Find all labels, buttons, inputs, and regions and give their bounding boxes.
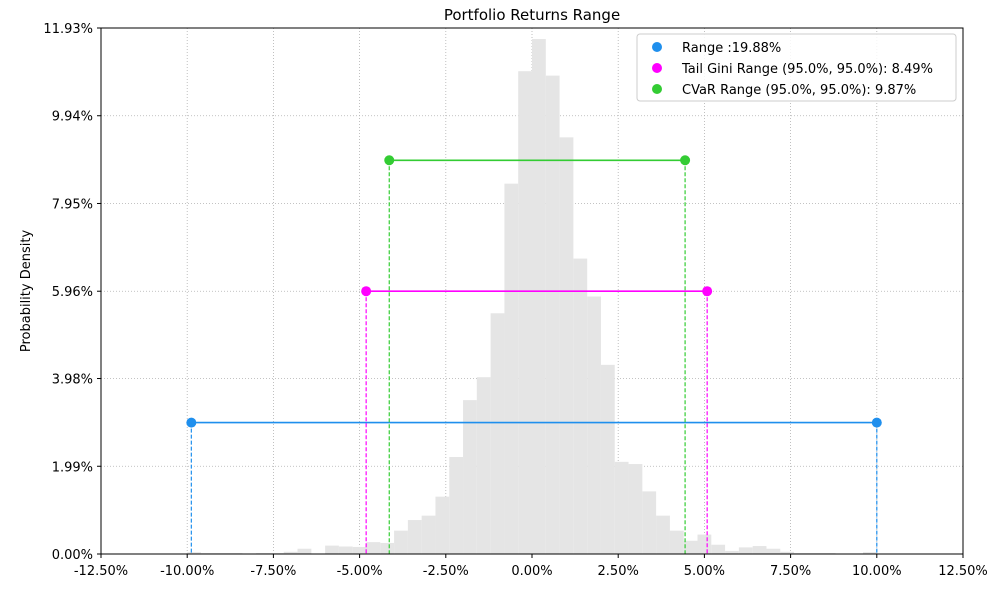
- range-right-marker: [680, 155, 691, 166]
- histogram-bar: [642, 491, 657, 554]
- histogram-bar: [573, 258, 588, 554]
- legend-marker: [652, 63, 662, 73]
- histogram-bar: [490, 313, 505, 554]
- chart-title: Portfolio Returns Range: [444, 6, 620, 24]
- legend: Range :19.88% Tail Gini Range (95.0%, 95.…: [636, 33, 957, 102]
- x-tick-label: 5.00%: [684, 564, 725, 579]
- histogram-bar: [449, 457, 464, 554]
- histogram-bar: [435, 496, 450, 554]
- histogram-bar: [532, 39, 546, 554]
- y-tick-label: 5.96%: [52, 285, 93, 300]
- range-left-marker: [384, 155, 395, 166]
- histogram-bar: [297, 548, 312, 554]
- y-axis-label: Probability Density: [19, 230, 34, 353]
- x-tick-label: 7.50%: [770, 564, 811, 579]
- legend-box: [636, 33, 957, 102]
- histogram-bar: [656, 515, 670, 554]
- x-tick-label: -7.50%: [250, 564, 296, 579]
- histogram-bar: [476, 377, 491, 554]
- histogram-bar: [683, 540, 698, 554]
- histogram-bar: [697, 534, 712, 554]
- y-tick-label: 9.94%: [52, 110, 93, 125]
- legend-label: Tail Gini Range (95.0%, 95.0%): 8.49%: [681, 62, 933, 77]
- y-axis: 0.00% 1.99% 3.98% 5.96% 7.95% 9.94% 11.93%: [43, 22, 101, 563]
- histogram-bar: [863, 552, 877, 554]
- histogram-bar: [421, 515, 436, 554]
- x-tick-label: -12.50%: [74, 564, 128, 579]
- histogram-bar: [725, 550, 739, 554]
- legend-marker: [652, 84, 662, 94]
- histogram-bar: [407, 520, 422, 554]
- range-right-marker: [702, 286, 713, 297]
- histogram-bar: [766, 548, 781, 554]
- range-series: [186, 155, 882, 554]
- legend-label: CVaR Range (95.0%, 95.0%): 9.87%: [682, 83, 916, 98]
- histogram-bar: [738, 547, 753, 554]
- histogram-bar: [752, 546, 767, 554]
- range-left-marker: [186, 417, 197, 428]
- range-right-marker: [871, 417, 882, 428]
- histogram-bar: [780, 551, 795, 554]
- histogram-bar: [545, 75, 560, 554]
- range-left-marker: [361, 286, 372, 297]
- x-tick-label: 12.50%: [938, 564, 988, 579]
- histogram-bar: [352, 546, 367, 554]
- histogram-bar: [669, 530, 684, 554]
- x-tick-label: 10.00%: [852, 564, 902, 579]
- x-tick-label: -2.50%: [423, 564, 469, 579]
- histogram-bar: [366, 542, 381, 554]
- x-tick-label: -5.00%: [337, 564, 383, 579]
- legend-marker: [652, 42, 662, 52]
- x-tick-label: 0.00%: [511, 564, 552, 579]
- histogram-bar: [325, 545, 339, 554]
- histogram-bar: [283, 551, 298, 554]
- histogram-bar: [614, 461, 629, 554]
- histogram-bar: [600, 364, 615, 554]
- histogram-bar: [559, 137, 574, 554]
- x-axis: -12.50% -10.00% -7.50% -5.00% -2.50% 0.00% 2.5…: [74, 554, 988, 579]
- histogram-bar: [711, 544, 726, 554]
- histogram-bar: [463, 400, 477, 554]
- histogram-bar: [380, 542, 395, 554]
- y-tick-label: 11.93%: [43, 22, 93, 37]
- histogram-bar: [394, 530, 408, 554]
- histogram-bar: [587, 296, 601, 554]
- x-tick-label: 2.50%: [598, 564, 639, 579]
- histogram-bar: [518, 71, 532, 555]
- y-tick-label: 1.99%: [52, 460, 93, 475]
- y-tick-label: 0.00%: [52, 548, 93, 563]
- histogram-bar: [628, 464, 643, 554]
- histogram-bar: [504, 183, 519, 554]
- legend-label: Range :19.88%: [682, 41, 781, 56]
- y-tick-label: 3.98%: [52, 373, 93, 388]
- histogram-bar: [338, 546, 353, 554]
- histogram-bar: [187, 552, 201, 554]
- x-tick-label: -10.00%: [160, 564, 214, 579]
- histogram-bars: [187, 39, 877, 555]
- y-tick-label: 7.95%: [52, 197, 93, 212]
